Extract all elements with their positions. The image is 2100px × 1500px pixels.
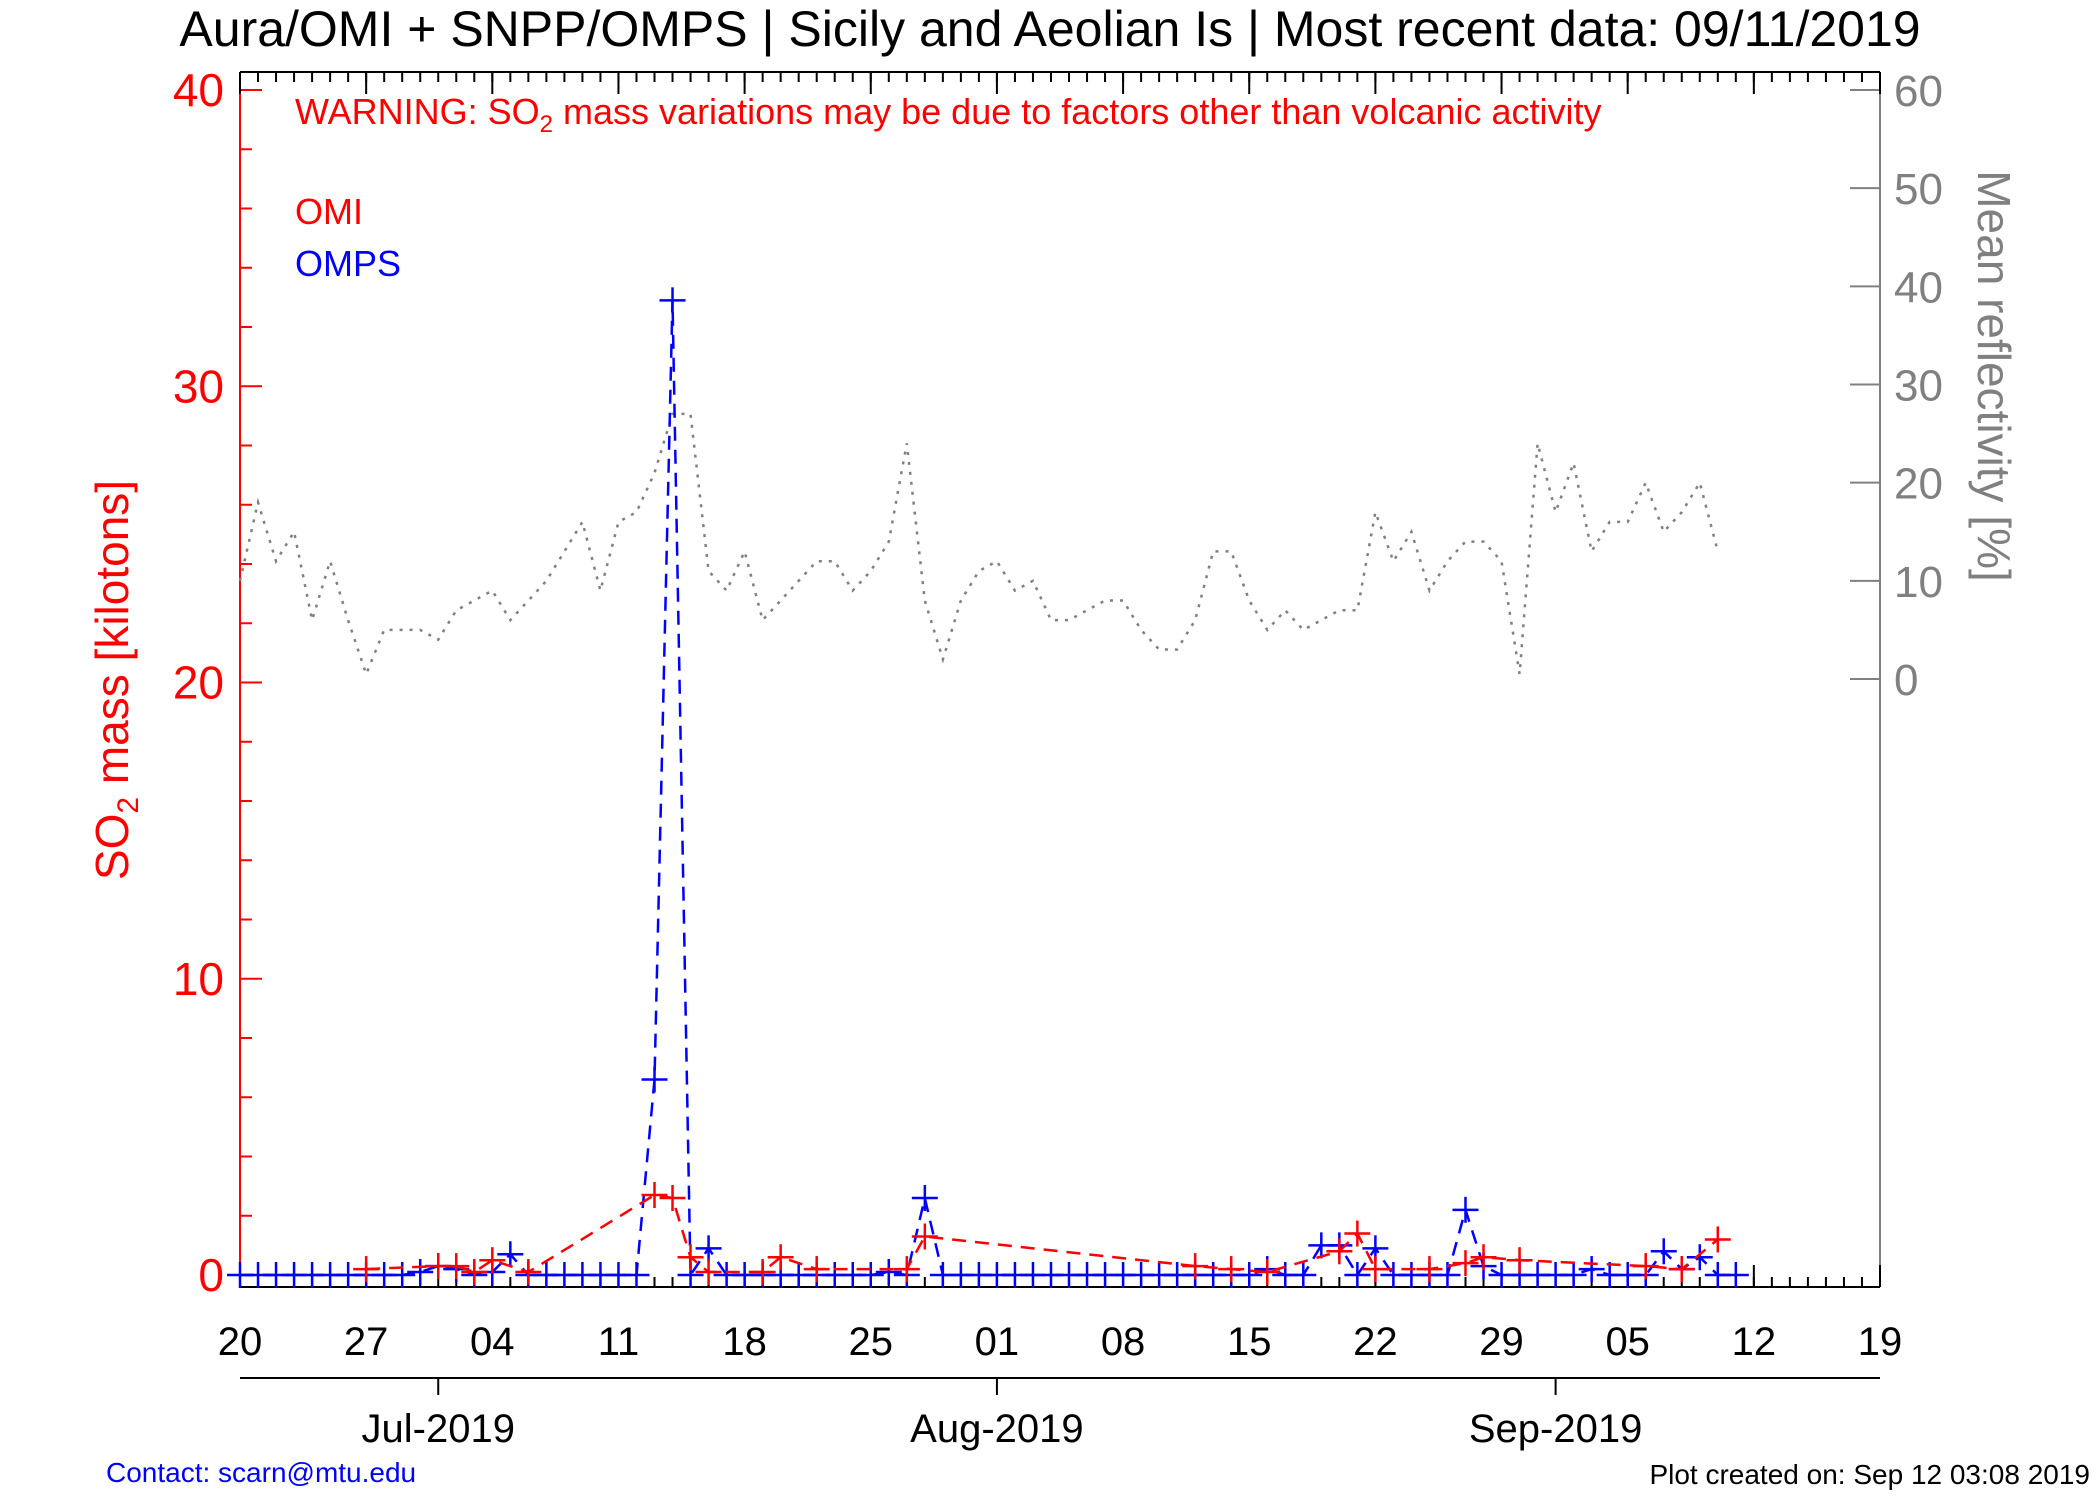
y-tick-label: 40 (173, 64, 224, 116)
warning-text: WARNING: SO2 mass variations may be due … (295, 91, 1602, 138)
omps-point (1687, 1244, 1713, 1270)
omps-point (1236, 1262, 1262, 1288)
omi-point (1669, 1256, 1695, 1282)
omps-point (1290, 1262, 1316, 1288)
omi-point (768, 1244, 794, 1270)
omps-point (1344, 1262, 1370, 1288)
month-label: Sep-2019 (1469, 1407, 1642, 1451)
omi-point (1416, 1256, 1442, 1282)
omps-point (1579, 1256, 1605, 1282)
x-tick-label: 08 (1101, 1320, 1146, 1364)
omi-point (1218, 1256, 1244, 1282)
chart-title: Aura/OMI + SNPP/OMPS | Sicily and Aeolia… (179, 1, 1920, 57)
y2-tick-label: 60 (1894, 67, 1943, 116)
omps-point (1651, 1238, 1677, 1264)
omps-point (876, 1259, 902, 1285)
x-tick-label: 12 (1732, 1320, 1777, 1364)
warning-suffix: mass variations may be due to factors ot… (553, 91, 1601, 132)
x-tick-label: 20 (218, 1320, 263, 1364)
legend-omps: OMPS (295, 243, 401, 284)
omps-point (407, 1259, 433, 1285)
legend-omi: OMI (295, 191, 363, 232)
omi-point (1705, 1226, 1731, 1252)
x-tick-label: 04 (470, 1320, 515, 1364)
y-tick-label: 10 (173, 953, 224, 1005)
omps-point (389, 1262, 415, 1288)
omi-point (479, 1247, 505, 1273)
y-tick-label: 20 (173, 657, 224, 709)
y-axis-label: SO2 mass [kilotons] (86, 480, 145, 880)
y2-tick-label: 40 (1894, 263, 1943, 312)
y-tick-label: 30 (173, 360, 224, 412)
omps-point (912, 1185, 938, 1211)
omi-point (1507, 1247, 1533, 1273)
y2-tick-label: 30 (1894, 362, 1943, 411)
x-tick-label: 15 (1227, 1320, 1272, 1364)
month-label: Aug-2019 (910, 1407, 1083, 1451)
omps-line (240, 300, 1736, 1275)
x-tick-label: 11 (598, 1320, 640, 1364)
x-tick-label: 01 (975, 1320, 1020, 1364)
reflectivity-line (240, 414, 1718, 674)
y2-tick-label: 0 (1894, 656, 1918, 705)
omi-point (894, 1256, 920, 1282)
omps-point (642, 1066, 668, 1092)
omi-point (515, 1259, 541, 1285)
omps-point (1561, 1262, 1587, 1288)
series-layer (227, 287, 1749, 1288)
month-label: Jul-2019 (362, 1407, 515, 1451)
plot-frame (240, 72, 1880, 1378)
y-axis-label-prefix: SO (86, 814, 138, 880)
x-tick-label: 27 (344, 1320, 389, 1364)
y-axis-label-suffix: mass [kilotons] (86, 480, 138, 797)
x-tick-label: 25 (849, 1320, 894, 1364)
x-tick-label: 19 (1858, 1320, 1903, 1364)
y2-axis-label: Mean reflectivity [%] (1968, 170, 2020, 582)
omps-point (660, 287, 686, 313)
omi-point (642, 1182, 668, 1208)
y2-tick-label: 10 (1894, 558, 1943, 607)
omi-point (1452, 1250, 1478, 1276)
y-tick-label: 0 (198, 1249, 224, 1301)
omi-point (804, 1256, 830, 1282)
omi-point (660, 1185, 686, 1211)
omps-point (623, 1262, 649, 1288)
axis-ticks: 0 10 20 30 40 0 10 20 30 40 50 60 20 27 04 11 18 25 01 08 15… (173, 64, 1943, 1451)
omi-point (353, 1256, 379, 1282)
omi-point (461, 1259, 487, 1285)
warning-prefix: WARNING: SO (295, 91, 540, 132)
contact-text: Contact: scarn@mtu.edu (106, 1457, 416, 1488)
x-tick-label: 18 (722, 1320, 767, 1364)
omps-point (858, 1262, 884, 1288)
x-tick-label: 05 (1605, 1320, 1650, 1364)
x-tick-label: 29 (1479, 1320, 1524, 1364)
y2-tick-label: 50 (1894, 165, 1943, 214)
omps-point (1452, 1197, 1478, 1223)
x-tick-label: 22 (1353, 1320, 1398, 1364)
y-axis-label-subscript: 2 (112, 797, 145, 814)
warning-subscript: 2 (540, 111, 553, 138)
y2-tick-label: 20 (1894, 460, 1943, 509)
omi-point (912, 1223, 938, 1249)
created-text: Plot created on: Sep 12 03:08 2019 (1649, 1459, 2090, 1490)
omps-point (1723, 1262, 1749, 1288)
omi-point (1254, 1259, 1280, 1285)
